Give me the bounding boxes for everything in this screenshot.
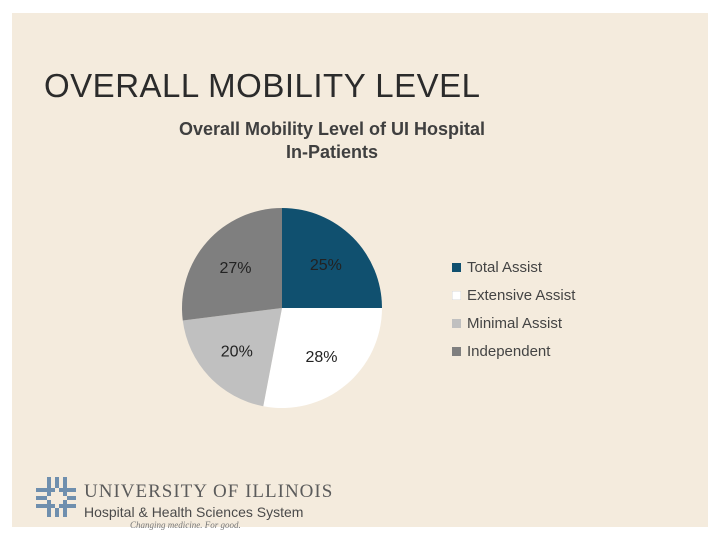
legend-label-extensive-assist: Extensive Assist <box>467 286 576 304</box>
pie-slice-extensive-assist <box>263 308 382 408</box>
university-logo-mark <box>36 477 76 517</box>
legend-swatch-independent <box>452 346 461 356</box>
legend-item-extensive-assist: Extensive Assist <box>452 281 575 309</box>
logo-tagline: Changing medicine. For good. <box>130 520 241 530</box>
pie-slice-total-assist <box>282 208 382 308</box>
logo-system-name: Hospital & Health Sciences System <box>84 504 304 520</box>
legend-item-independent: Independent <box>452 337 575 365</box>
legend-swatch-total-assist <box>452 262 461 272</box>
university-logo-text: UNIVERSITY OF ILLINOIS Hospital & Health… <box>84 481 333 530</box>
legend-swatch-minimal-assist <box>452 318 461 328</box>
legend-label-independent: Independent <box>467 342 551 360</box>
slide: OVERALL MOBILITY LEVEL Overall Mobility … <box>12 13 708 530</box>
pie-label-extensive-assist: 28% <box>306 349 338 366</box>
legend-item-total-assist: Total Assist <box>452 253 575 281</box>
chart-title: Overall Mobility Level of UI Hospital In… <box>132 118 532 165</box>
chart-title-line-2: In-Patients <box>285 142 378 163</box>
pie-label-total-assist: 25% <box>310 257 342 274</box>
pie-label-minimal-assist: 20% <box>221 343 253 360</box>
pie-slice-independent <box>182 208 282 321</box>
chart-legend: Total Assist Extensive Assist Minimal As… <box>452 253 575 365</box>
pie-chart: 25% 28% 20% 27% <box>182 208 382 408</box>
pie-label-independent: 27% <box>219 260 251 277</box>
logo-university-name: UNIVERSITY OF ILLINOIS <box>84 481 334 502</box>
legend-label-minimal-assist: Minimal Assist <box>467 314 563 332</box>
slide-title: OVERALL MOBILITY LEVEL <box>44 67 481 104</box>
legend-swatch-extensive-assist <box>452 290 461 300</box>
chart-title-line-1: Overall Mobility Level of UI Hospital <box>178 119 486 139</box>
legend-label-total-assist: Total Assist <box>467 258 543 276</box>
legend-item-minimal-assist: Minimal Assist <box>452 309 575 337</box>
pie-slice-minimal-assist <box>182 308 282 407</box>
